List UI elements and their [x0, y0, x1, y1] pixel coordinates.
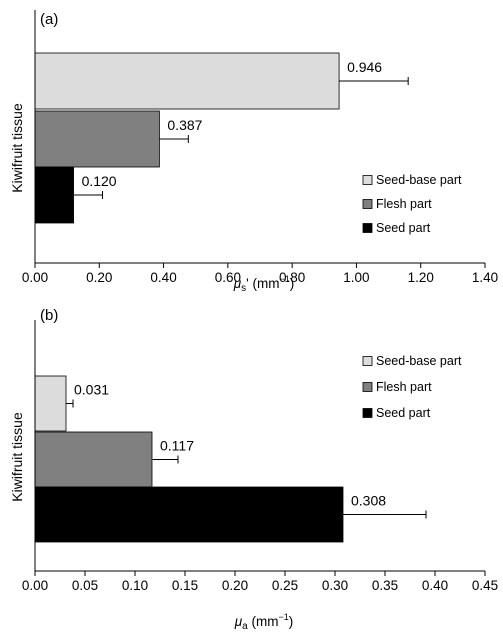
- chart-b-legend-swatch-0: [362, 356, 373, 366]
- chart-b: (b) Kiwifruit tissue 0.031 0.117 0.308 0.0…: [9, 307, 498, 632]
- chart-a-x-tick-label-7: 1.40: [472, 270, 498, 285]
- chart-a-x-tick-label-4: 0.80: [279, 270, 305, 285]
- chart-b-x-axis-label-sub: a: [242, 621, 248, 632]
- chart-a-data-label-1: 0.387: [167, 117, 202, 133]
- chart-b-x-tick-label-7: 0.35: [372, 578, 398, 593]
- chart-a-legend-swatch-1: [362, 199, 373, 209]
- chart-a-bar-2: [34, 166, 74, 224]
- chart-b-x-axis-label-symbol: μ: [234, 614, 243, 629]
- chart-b-x-tick-label-2: 0.10: [122, 578, 148, 593]
- chart-b-x-tick-label-5: 0.25: [272, 578, 298, 593]
- chart-a-x-tick-label-6: 1.20: [408, 270, 434, 285]
- chart-a-legend: Seed-base part Flesh part Seed part: [362, 173, 462, 235]
- chart-a-x-axis-label-close: ): [290, 276, 295, 291]
- chart-b-legend-swatch-2: [362, 408, 373, 418]
- chart-a-x-tick-label-1: 0.20: [86, 270, 112, 285]
- chart-b-data-label-1: 0.117: [160, 438, 194, 454]
- chart-a-x-tick-label-2: 0.40: [150, 270, 176, 285]
- chart-b-bar-2: [34, 486, 344, 543]
- chart-a-x-axis-label: μs' (mm−1): [233, 274, 295, 294]
- chart-a-panel-label: (a): [40, 11, 58, 28]
- chart-b-x-tick-label-9: 0.45: [472, 578, 498, 593]
- chart-a-x-axis-label-sub: s: [241, 283, 246, 294]
- chart-a-x-axis-label-exp: −1: [279, 274, 289, 284]
- chart-b-legend: Seed-base part Flesh part Seed part: [362, 354, 462, 420]
- chart-b-bar-1: [34, 431, 153, 488]
- chart-b-y-axis-label: Kiwifruit tissue: [9, 412, 25, 502]
- chart-a-x-ticks: 0.00 0.20 0.40 0.60 0.80 1.00 1.20 1.40: [22, 263, 498, 285]
- chart-b-legend-entry-1: Flesh part: [376, 380, 432, 394]
- chart-a-legend-entry-1: Flesh part: [376, 197, 432, 211]
- chart-b-x-axis-label: μa (mm−1): [234, 612, 293, 632]
- chart-a-axes: [34, 10, 485, 264]
- chart-a-data-label-2: 0.120: [82, 173, 117, 189]
- chart-b-x-axis-label-rest: (mm: [248, 614, 279, 629]
- chart-a-legend-entry-2: Seed part: [376, 221, 431, 235]
- chart-a: (a) Kiwifruit tissue 0.946 0.387 0.120 0.0…: [9, 10, 498, 294]
- chart-a-bars: 0.946 0.387 0.120: [34, 52, 409, 224]
- chart-b-x-ticks: 0.00 0.05 0.10 0.15 0.20 0.25 0.30 0.35 0.40 0.45: [22, 571, 498, 593]
- chart-b-x-tick-label-1: 0.05: [72, 578, 98, 593]
- chart-b-x-tick-label-6: 0.30: [322, 578, 348, 593]
- chart-b-panel-label: (b): [40, 307, 58, 324]
- chart-b-legend-swatch-1: [362, 382, 373, 392]
- chart-a-legend-swatch-0: [362, 175, 373, 185]
- chart-b-x-tick-label-4: 0.20: [222, 578, 248, 593]
- chart-b-data-label-0: 0.031: [74, 382, 109, 398]
- chart-a-legend-entry-0: Seed-base part: [376, 173, 462, 187]
- chart-b-axes: [34, 320, 485, 572]
- chart-b-x-tick-label-0: 0.00: [22, 578, 48, 593]
- chart-a-x-tick-label-0: 0.00: [22, 270, 48, 285]
- chart-b-data-label-2: 0.308: [351, 493, 386, 509]
- chart-a-legend-swatch-2: [362, 223, 373, 233]
- chart-b-bars: 0.031 0.117 0.308: [34, 375, 427, 543]
- chart-b-x-axis-label-exp: −1: [278, 612, 288, 622]
- chart-a-x-axis-label-rest: ' (mm: [246, 276, 279, 291]
- chart-b-legend-entry-2: Seed part: [376, 406, 431, 420]
- chart-a-x-axis-label-symbol: μ: [233, 276, 242, 291]
- chart-a-bar-1: [34, 110, 160, 168]
- chart-a-bar-0: [34, 52, 340, 110]
- chart-b-legend-entry-0: Seed-base part: [376, 354, 462, 368]
- chart-b-bar-0: [34, 375, 67, 432]
- chart-a-data-label-0: 0.946: [347, 59, 382, 75]
- chart-a-x-tick-label-5: 1.00: [343, 270, 369, 285]
- chart-a-y-axis-label: Kiwifruit tissue: [9, 103, 25, 193]
- chart-b-x-tick-label-8: 0.40: [422, 578, 448, 593]
- chart-b-x-tick-label-3: 0.15: [172, 578, 198, 593]
- chart-a-x-tick-label-3: 0.60: [215, 270, 241, 285]
- chart-b-x-axis-label-close: ): [289, 614, 294, 629]
